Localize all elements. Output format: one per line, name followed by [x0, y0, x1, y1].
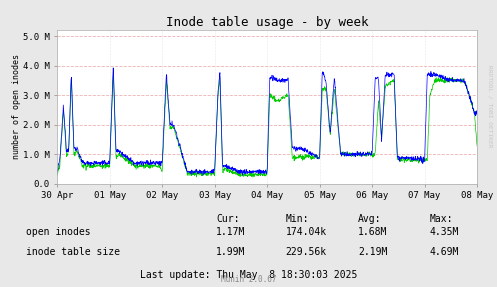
Text: 4.69M: 4.69M [430, 247, 459, 257]
Text: Munin 2.0.67: Munin 2.0.67 [221, 275, 276, 284]
Text: 1.99M: 1.99M [216, 247, 246, 257]
Text: Min:: Min: [286, 214, 309, 224]
Text: 1.17M: 1.17M [216, 227, 246, 236]
Text: inode table size: inode table size [26, 247, 120, 257]
Text: 4.35M: 4.35M [430, 227, 459, 236]
Text: RRDTOOL / TOBI OETIKER: RRDTOOL / TOBI OETIKER [487, 65, 492, 148]
Text: Cur:: Cur: [216, 214, 240, 224]
Text: 174.04k: 174.04k [286, 227, 327, 236]
Y-axis label: number of open inodes: number of open inodes [12, 55, 21, 159]
Text: 1.68M: 1.68M [358, 227, 387, 236]
Title: Inode table usage - by week: Inode table usage - by week [166, 16, 368, 29]
Text: open inodes: open inodes [26, 227, 90, 236]
Text: Last update: Thu May  8 18:30:03 2025: Last update: Thu May 8 18:30:03 2025 [140, 270, 357, 280]
Text: 2.19M: 2.19M [358, 247, 387, 257]
Text: 229.56k: 229.56k [286, 247, 327, 257]
Text: Max:: Max: [430, 214, 453, 224]
Text: Avg:: Avg: [358, 214, 381, 224]
